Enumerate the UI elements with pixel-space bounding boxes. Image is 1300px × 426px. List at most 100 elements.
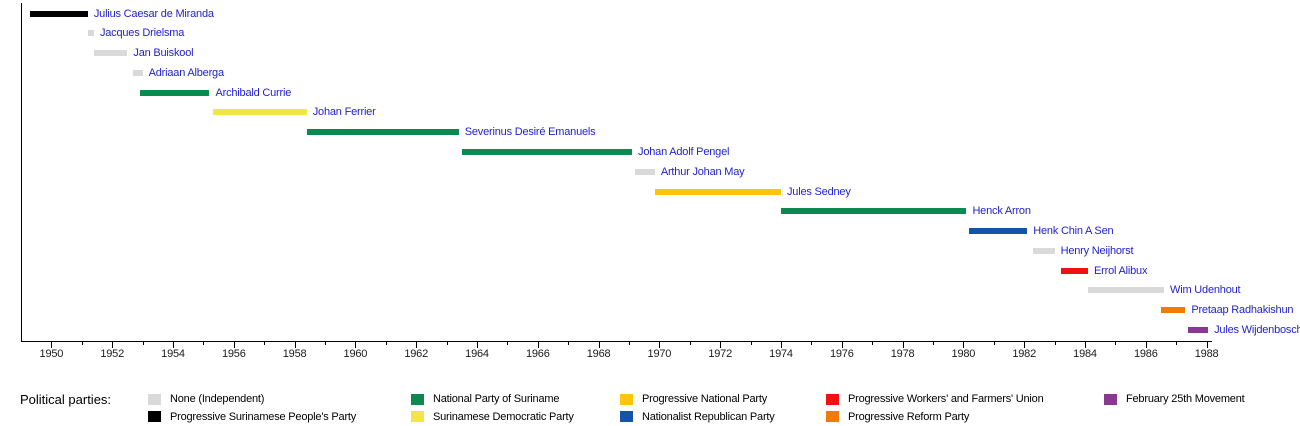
- pm-name-link[interactable]: Jules Sedney: [787, 185, 851, 198]
- axis-minor-tick: [993, 342, 995, 345]
- axis-minor-tick: [81, 342, 83, 345]
- axis-tick-label: 1988: [1194, 348, 1219, 360]
- axis-minor-tick: [1115, 342, 1117, 345]
- axis-minor-tick: [385, 342, 387, 345]
- term-bar: [1033, 247, 1055, 254]
- legend-item: Nationalist Republican Party: [620, 410, 775, 424]
- axis-major-tick: [537, 342, 539, 348]
- axis-minor-tick: [933, 342, 934, 345]
- axis-major-tick: [173, 342, 174, 348]
- term-bar: [1161, 307, 1186, 314]
- legend-item: Progressive Reform Party: [826, 410, 969, 424]
- legend-color-swatch: [620, 411, 633, 422]
- legend-item: None (Independent): [148, 392, 264, 406]
- term-bar: [781, 208, 967, 215]
- y-axis-line: [21, 3, 22, 342]
- pm-name-link[interactable]: Arthur Johan May: [660, 165, 745, 178]
- term-bar: [969, 228, 1028, 235]
- term-bar: [306, 129, 459, 136]
- legend-item-label: February 25th Movement: [1126, 393, 1245, 405]
- axis-minor-tick: [568, 342, 570, 345]
- pm-name-link[interactable]: Pretaap Radhakishun: [1191, 304, 1294, 317]
- axis-major-tick: [51, 342, 53, 348]
- pm-name-link[interactable]: Johan Ferrier: [312, 106, 376, 119]
- axis-major-tick: [963, 342, 965, 348]
- legend-item-label: Progressive National Party: [642, 393, 768, 405]
- term-bar: [654, 188, 781, 195]
- axis-tick-label: 1960: [343, 348, 368, 360]
- legend-color-swatch: [826, 411, 839, 422]
- axis-major-tick: [1206, 342, 1208, 348]
- axis-tick-label: 1970: [647, 348, 672, 360]
- term-bar: [1188, 326, 1209, 333]
- axis-tick-label: 1950: [39, 348, 64, 360]
- axis-minor-tick: [1176, 342, 1178, 345]
- axis-tick-label: 1966: [525, 348, 550, 360]
- axis-tick-label: 1954: [161, 348, 185, 360]
- term-bar: [30, 10, 88, 17]
- axis-major-tick: [902, 342, 904, 348]
- legend-color-swatch: [620, 393, 633, 405]
- axis-tick-label: 1968: [586, 348, 611, 360]
- pm-name-link[interactable]: Julius Caesar de Miranda: [93, 7, 214, 20]
- term-bar: [87, 30, 94, 37]
- pm-name-link[interactable]: Jan Buiskool: [133, 47, 194, 60]
- axis-tick-label: 1956: [221, 348, 246, 360]
- legend-item: Progressive Surinamese People's Party: [148, 410, 356, 424]
- term-bar: [133, 69, 143, 76]
- pm-name-link[interactable]: Adriaan Alberga: [148, 66, 224, 79]
- axis-tick-label: 1982: [1012, 348, 1037, 360]
- legend-item-label: Nationalist Republican Party: [642, 410, 775, 423]
- pm-name-link[interactable]: Henry Neijhorst: [1060, 244, 1134, 257]
- legend-item: Progressive Workers' and Farmers' Union: [826, 392, 1044, 406]
- term-bar: [212, 109, 307, 116]
- axis-major-tick: [416, 342, 418, 348]
- legend-item: Progressive National Party: [620, 392, 767, 406]
- term-bar: [1088, 287, 1165, 294]
- pm-name-link[interactable]: Severinus Desiré Emanuels: [464, 126, 596, 139]
- axis-minor-tick: [689, 342, 691, 345]
- pm-name-link[interactable]: Henck Arron: [972, 205, 1031, 218]
- pm-name-link[interactable]: Errol Alibux: [1094, 264, 1148, 277]
- axis-major-tick: [112, 342, 114, 348]
- pm-name-link[interactable]: Johan Adolf Pengel: [638, 145, 730, 158]
- pm-name-link[interactable]: Jules Wijdenbosch: [1214, 323, 1300, 336]
- legend-item: National Party of Suriname: [411, 392, 559, 406]
- axis-tick-label: 1974: [769, 348, 793, 360]
- axis-tick-label: 1964: [465, 348, 489, 360]
- axis-minor-tick: [203, 342, 205, 345]
- axis-minor-tick: [325, 342, 326, 345]
- pm-name-link[interactable]: Archibald Currie: [215, 86, 292, 99]
- legend-color-swatch: [148, 393, 161, 405]
- axis-major-tick: [598, 342, 600, 348]
- term-bar: [139, 89, 210, 96]
- axis-minor-tick: [1054, 342, 1056, 345]
- axis-major-tick: [659, 342, 661, 348]
- axis-minor-tick: [507, 342, 509, 345]
- pm-name-link[interactable]: Wim Udenhout: [1170, 284, 1241, 297]
- axis-tick-label: 1986: [1133, 348, 1158, 360]
- pm-name-link[interactable]: Jacques Drielsma: [99, 27, 185, 40]
- axis-minor-tick: [629, 342, 630, 345]
- term-bar: [1060, 267, 1089, 274]
- pm-name-link[interactable]: Henk Chin A Sen: [1033, 225, 1114, 238]
- legend-item-label: Surinamese Democratic Party: [433, 410, 574, 423]
- term-bar: [93, 50, 128, 57]
- term-bar: [461, 148, 633, 155]
- axis-tick-label: 1958: [282, 348, 307, 360]
- legend-color-swatch: [411, 393, 424, 405]
- legend-item-label: National Party of Suriname: [433, 393, 560, 405]
- axis-minor-tick: [142, 342, 144, 345]
- legend-item-label: Progressive Surinamese People's Party: [170, 410, 357, 423]
- axis-major-tick: [233, 342, 235, 348]
- legend-item-label: Progressive Reform Party: [848, 410, 970, 423]
- axis-tick-label: 1980: [951, 348, 976, 360]
- axis-major-tick: [781, 342, 782, 348]
- legend-item: Surinamese Democratic Party: [411, 410, 574, 424]
- axis-major-tick: [720, 342, 722, 348]
- term-bar: [635, 168, 655, 175]
- axis-tick-label: 1952: [100, 348, 125, 360]
- legend-color-swatch: [411, 411, 424, 422]
- axis-minor-tick: [811, 342, 813, 345]
